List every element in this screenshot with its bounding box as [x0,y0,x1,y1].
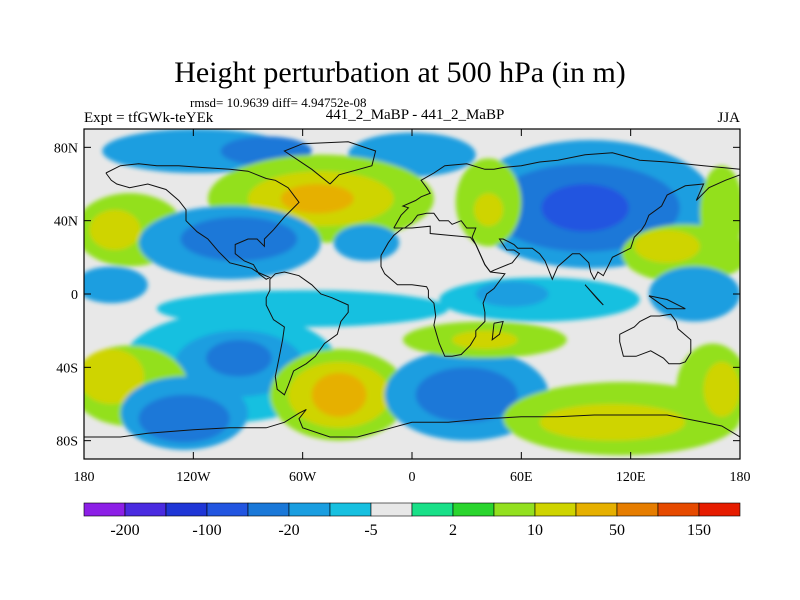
x-tick-label: 120E [616,470,646,485]
colorbar-box [124,502,167,517]
contour-region-10 [473,193,504,227]
contour-region-17 [634,229,700,263]
contour-region-18 [699,165,740,258]
contour-region-12 [89,209,141,250]
contour-field [84,129,740,459]
coastline-10 [283,141,377,185]
x-tick-label: 0 [409,470,416,485]
y-tick-label: 80S [56,435,78,450]
coastline-6 [84,409,740,438]
y-tick-label: 40S [56,361,78,376]
x-tick-label: 120W [176,470,211,485]
colorbar-box [329,502,372,517]
contour-region-31 [452,330,518,350]
experiment-label: Expt = tfGWk-teYEk [84,110,214,126]
colorbar-box [657,502,700,517]
colorbar-box [452,502,495,517]
contour-region-40 [648,266,740,322]
colorbar-box [288,502,331,517]
colorbar-box [83,502,126,517]
colorbar-box [575,502,618,517]
coastline-4 [380,225,506,357]
x-tick-label: 60E [510,470,533,485]
season-label: JJA [717,110,740,126]
colorbar: -200 -100 -20 -5 2 10 50 150 [83,502,741,539]
colorbar-box [493,502,536,517]
colorbar-label: -5 [364,522,377,539]
contour-region-15 [333,224,400,261]
contour-region-41 [84,266,148,304]
contour-region-5 [280,184,354,214]
x-tick-label: 60W [289,470,317,485]
coastline-5 [619,313,692,365]
contour-region-21 [475,281,549,307]
contour-region-35 [138,394,230,443]
coastline-7 [491,320,504,341]
x-tick-label: 180 [74,470,95,485]
contour-region-8 [541,184,629,232]
contour-region-37 [539,404,686,441]
contour-regions [84,129,740,456]
plot-frame [83,128,741,460]
coastlines [84,141,740,438]
chart-title: Height perturbation at 500 hPa (in m) [174,56,626,89]
coastline-8 [584,284,604,306]
stats-line: rmsd= 10.9639 diff= 4.94752e-08 [190,95,367,110]
colorbar-box [247,502,290,517]
coastline-9 [648,295,686,310]
contour-region-24 [206,339,272,377]
coastline-2 [393,152,740,229]
colorbar-box [616,502,659,517]
colorbar-label: -20 [278,522,299,539]
colorbar-box [206,502,249,517]
y-tick-label: 0 [71,288,78,303]
colorbar-label: 2 [449,522,457,539]
comparison-label: 441_2_MaBP - 441_2_MaBP [325,107,505,123]
colorbar-label: 50 [609,522,625,539]
contour-region-27 [311,372,367,417]
colorbar-box [165,502,208,517]
colorbar-box [370,502,413,517]
colorbar-label: -100 [192,522,221,539]
y-tick-label: 80N [54,141,78,156]
y-tick-label: 40N [54,215,78,230]
colorbar-label: -200 [110,522,139,539]
colorbar-box [698,502,741,517]
colorbar-label: 150 [687,522,711,539]
contour-region-39 [703,361,740,417]
colorbar-box [534,502,577,517]
coastline-0 [105,163,300,280]
coastline-3 [393,174,740,281]
contour-region-33 [84,349,145,404]
colorbar-label: 10 [527,522,543,539]
colorbar-box [411,502,454,517]
coastline-1 [265,271,349,396]
contour-region-14 [180,217,298,261]
contour-region-29 [415,367,518,423]
x-tick-label: 180 [730,470,751,485]
